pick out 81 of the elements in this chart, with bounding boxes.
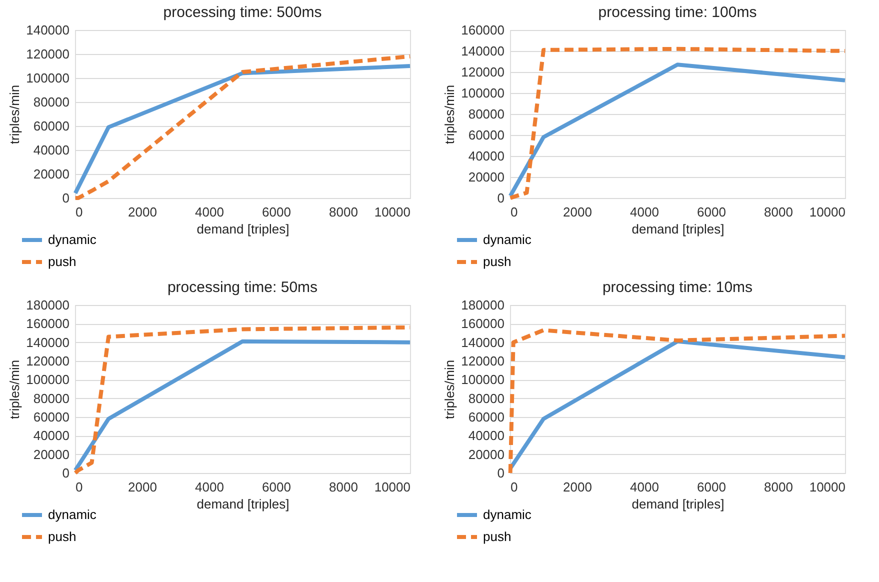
y-tick-label: 0 xyxy=(497,466,504,480)
y-tick-label: 100000 xyxy=(26,70,70,86)
x-tick-label: 6000 xyxy=(697,480,726,494)
legend-label: push xyxy=(483,529,512,544)
y-tick-label: 120000 xyxy=(461,354,504,368)
chart-title: processing time: 50ms xyxy=(167,279,318,296)
x-tick-label: 4000 xyxy=(195,204,224,220)
y-tick-label: 140000 xyxy=(26,334,70,350)
x-axis-title: demand [triples] xyxy=(632,222,724,236)
y-tick-label: 160000 xyxy=(461,22,504,38)
y-tick-label: 60000 xyxy=(33,118,70,134)
y-tick-label: 140000 xyxy=(461,44,504,58)
y-tick-label: 120000 xyxy=(26,46,70,62)
x-tick-label: 0 xyxy=(76,204,83,220)
legend-label: dynamic xyxy=(483,232,532,247)
y-tick-label: 160000 xyxy=(26,316,70,332)
x-tick-label: 10000 xyxy=(374,480,410,494)
x-tick-label: 0 xyxy=(510,480,518,494)
legend-label: push xyxy=(48,529,76,544)
x-tick-label: 2000 xyxy=(563,480,592,494)
y-tick-label: 80000 xyxy=(468,390,504,406)
y-tick-label: 40000 xyxy=(468,148,504,164)
y-axis-title: triples/min xyxy=(7,360,22,420)
y-tick-label: 140000 xyxy=(26,22,70,38)
x-tick-label: 2000 xyxy=(128,204,157,220)
x-tick-label: 8000 xyxy=(329,480,358,494)
x-tick-label: 4000 xyxy=(195,480,224,494)
y-axis-title: triples/min xyxy=(442,360,458,420)
x-tick-label: 10000 xyxy=(374,204,410,220)
y-tick-label: 80000 xyxy=(33,94,70,110)
y-tick-label: 60000 xyxy=(33,410,70,424)
legend-label: dynamic xyxy=(48,232,97,247)
legend-label: push xyxy=(483,254,512,269)
y-tick-label: 120000 xyxy=(26,354,70,368)
y-tick-label: 100000 xyxy=(461,372,504,388)
y-tick-label: 180000 xyxy=(26,298,70,312)
y-tick-label: 20000 xyxy=(468,446,504,462)
x-tick-label: 8000 xyxy=(329,204,358,220)
x-tick-label: 4000 xyxy=(630,204,659,220)
x-axis-title: demand [triples] xyxy=(196,496,290,512)
y-tick-label: 140000 xyxy=(461,334,504,350)
y-tick-label: 20000 xyxy=(33,166,70,182)
x-tick-label: 6000 xyxy=(697,204,726,220)
y-tick-label: 60000 xyxy=(468,410,504,424)
y-tick-label: 160000 xyxy=(461,316,504,332)
y-tick-label: 20000 xyxy=(468,170,504,184)
y-tick-label: 0 xyxy=(497,190,504,206)
x-tick-label: 4000 xyxy=(630,480,659,494)
legend-label: dynamic xyxy=(48,507,97,522)
y-tick-label: 100000 xyxy=(26,372,70,388)
x-tick-label: 10000 xyxy=(809,204,846,220)
y-tick-label: 40000 xyxy=(468,428,504,444)
x-tick-label: 2000 xyxy=(128,480,157,494)
y-tick-label: 40000 xyxy=(33,142,70,158)
x-tick-label: 8000 xyxy=(764,204,793,220)
legend-label: push xyxy=(48,254,76,269)
x-tick-label: 2000 xyxy=(563,204,592,220)
y-tick-label: 0 xyxy=(62,190,70,206)
x-axis-title: demand [triples] xyxy=(196,222,290,236)
x-tick-label: 8000 xyxy=(764,480,793,494)
x-tick-label: 6000 xyxy=(262,480,291,494)
legend-label: dynamic xyxy=(483,507,532,522)
x-tick-label: 6000 xyxy=(262,204,291,220)
y-tick-label: 100000 xyxy=(461,86,504,100)
y-tick-label: 60000 xyxy=(468,128,504,142)
y-tick-label: 0 xyxy=(62,466,70,480)
x-tick-label: 0 xyxy=(510,204,518,220)
chart-title: processing time: 500ms xyxy=(163,4,322,21)
y-tick-label: 80000 xyxy=(33,390,70,406)
y-tick-label: 120000 xyxy=(461,64,504,80)
y-axis-title: triples/min xyxy=(442,84,458,144)
y-tick-label: 180000 xyxy=(461,298,504,312)
x-tick-label: 10000 xyxy=(809,480,846,494)
y-tick-label: 20000 xyxy=(33,446,70,462)
y-tick-label: 40000 xyxy=(33,428,70,444)
chart-title: processing time: 100ms xyxy=(598,4,757,21)
x-axis-title: demand [triples] xyxy=(632,496,724,512)
y-axis-title: triples/min xyxy=(7,84,22,144)
y-tick-label: 80000 xyxy=(468,106,504,122)
chart-title: processing time: 10ms xyxy=(602,279,753,296)
x-tick-label: 0 xyxy=(76,480,83,494)
